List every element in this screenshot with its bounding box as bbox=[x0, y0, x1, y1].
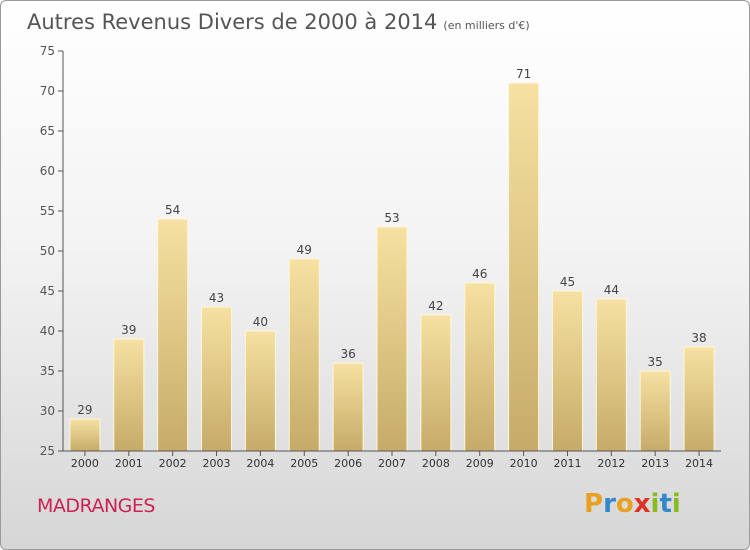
y-tick-label: 60 bbox=[40, 164, 55, 178]
brand-letter: t bbox=[659, 489, 672, 519]
x-tick-label-2009: 2009 bbox=[466, 457, 494, 470]
x-tick-label-2001: 2001 bbox=[115, 457, 143, 470]
bar-2003 bbox=[201, 306, 233, 452]
x-tick-label-2012: 2012 bbox=[597, 457, 625, 470]
y-tick-label: 35 bbox=[40, 364, 55, 378]
bar-2008 bbox=[420, 314, 452, 452]
brand-logo: Proxiti bbox=[584, 489, 681, 519]
data-label-2004: 40 bbox=[253, 315, 268, 329]
bar-2012 bbox=[595, 298, 627, 452]
chart-title: Autres Revenus Divers de 2000 à 2014 (en … bbox=[27, 10, 530, 34]
bar-2006 bbox=[332, 362, 364, 452]
bar-2001 bbox=[113, 338, 145, 452]
brand-letter: x bbox=[633, 489, 651, 519]
y-tick-label: 25 bbox=[40, 444, 55, 458]
y-tick-label: 65 bbox=[40, 124, 55, 138]
y-tick-label: 70 bbox=[40, 84, 55, 98]
data-label-2006: 36 bbox=[340, 347, 355, 361]
x-tick-label-2003: 2003 bbox=[203, 457, 231, 470]
data-label-2010: 71 bbox=[516, 67, 531, 81]
brand-letter: i bbox=[671, 489, 681, 519]
data-label-2003: 43 bbox=[209, 291, 224, 305]
y-tick-label: 40 bbox=[40, 324, 55, 338]
bar-2009 bbox=[464, 282, 496, 452]
y-axis: 25 30 35 40 45 50 55 60 65 70 75 bbox=[40, 44, 64, 458]
data-label-2007: 53 bbox=[384, 211, 399, 225]
x-tick-label-2014: 2014 bbox=[685, 457, 713, 470]
data-label-2008: 42 bbox=[428, 299, 443, 313]
y-tick-label: 55 bbox=[40, 204, 55, 218]
chart-subtitle: (en milliers d'€) bbox=[443, 19, 530, 32]
data-label-2013: 35 bbox=[648, 355, 663, 369]
brand-letter: i bbox=[650, 489, 660, 519]
x-tick-label-2008: 2008 bbox=[422, 457, 450, 470]
x-tick-label-2006: 2006 bbox=[334, 457, 362, 470]
bar-2007 bbox=[376, 226, 408, 452]
x-tick-label-2005: 2005 bbox=[290, 457, 318, 470]
data-label-2002: 54 bbox=[165, 203, 180, 217]
x-axis: 2000 2001 2002 2003 2004 2005 2006 2007 2008 2009… bbox=[63, 450, 721, 470]
data-label-2014: 38 bbox=[691, 331, 706, 345]
y-tick-label: 45 bbox=[40, 284, 55, 298]
bars-group: 29 39 54 43 40 49 36 53 42 46 71 45 44 35 38 bbox=[69, 67, 715, 452]
data-label-2001: 39 bbox=[121, 323, 136, 337]
x-tick-label-2002: 2002 bbox=[159, 457, 187, 470]
data-label-2012: 44 bbox=[604, 283, 619, 297]
commune-name: MADRANGES bbox=[37, 495, 155, 517]
bar-2000 bbox=[69, 418, 101, 452]
x-tick-label-2000: 2000 bbox=[71, 457, 99, 470]
brand-letter: P bbox=[584, 489, 604, 519]
bar-2013 bbox=[639, 370, 671, 452]
data-label-2000: 29 bbox=[77, 403, 92, 417]
bar-2005 bbox=[288, 258, 320, 452]
brand-letter: o bbox=[615, 489, 634, 519]
x-tick-label-2010: 2010 bbox=[510, 457, 538, 470]
y-tick-label: 50 bbox=[40, 244, 55, 258]
data-label-2005: 49 bbox=[297, 243, 312, 257]
y-tick-label: 30 bbox=[40, 404, 55, 418]
data-label-2009: 46 bbox=[472, 267, 487, 281]
data-label-2011: 45 bbox=[560, 275, 575, 289]
title-text: Autres Revenus Divers de 2000 à 2014 bbox=[27, 10, 438, 34]
x-tick-label-2013: 2013 bbox=[641, 457, 669, 470]
bar-2002 bbox=[157, 218, 189, 452]
x-tick-label-2011: 2011 bbox=[553, 457, 581, 470]
brand-letter: r bbox=[603, 489, 616, 519]
bar-2010 bbox=[508, 82, 540, 452]
bar-2004 bbox=[244, 330, 276, 452]
x-tick-label-2007: 2007 bbox=[378, 457, 406, 470]
bar-2011 bbox=[551, 290, 583, 452]
y-tick-label: 75 bbox=[40, 44, 55, 58]
bar-2014 bbox=[683, 346, 715, 452]
x-tick-label-2004: 2004 bbox=[246, 457, 274, 470]
